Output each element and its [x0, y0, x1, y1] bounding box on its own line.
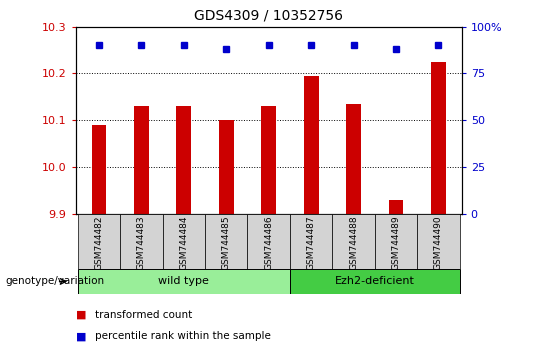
Text: genotype/variation: genotype/variation: [5, 276, 105, 286]
Bar: [219, 120, 234, 214]
Text: ■: ■: [76, 310, 86, 320]
Bar: [261, 106, 276, 214]
Bar: [91, 125, 106, 214]
Text: wild type: wild type: [158, 276, 209, 286]
Bar: [163, 214, 205, 269]
Bar: [303, 76, 319, 214]
Bar: [346, 104, 361, 214]
Text: GSM744482: GSM744482: [94, 216, 104, 270]
Text: GSM744487: GSM744487: [307, 216, 315, 270]
Bar: [205, 214, 247, 269]
Bar: [332, 214, 375, 269]
Bar: [375, 214, 417, 269]
Bar: [78, 269, 290, 294]
Bar: [247, 214, 290, 269]
Bar: [431, 62, 446, 214]
Text: transformed count: transformed count: [94, 310, 192, 320]
Text: GSM744488: GSM744488: [349, 216, 358, 270]
Text: GSM744489: GSM744489: [392, 216, 401, 270]
Bar: [134, 106, 149, 214]
Bar: [78, 214, 120, 269]
Text: Ezh2-deficient: Ezh2-deficient: [335, 276, 415, 286]
Text: percentile rank within the sample: percentile rank within the sample: [94, 331, 271, 341]
Text: GSM744490: GSM744490: [434, 216, 443, 270]
Bar: [417, 214, 460, 269]
Text: ■: ■: [76, 331, 86, 341]
Text: GSM744483: GSM744483: [137, 216, 146, 270]
Bar: [290, 269, 460, 294]
Bar: [388, 200, 403, 214]
Bar: [177, 106, 191, 214]
Bar: [290, 214, 332, 269]
Bar: [120, 214, 163, 269]
Text: GSM744484: GSM744484: [179, 216, 188, 270]
Title: GDS4309 / 10352756: GDS4309 / 10352756: [194, 8, 343, 23]
Text: GSM744485: GSM744485: [222, 216, 231, 270]
Text: GSM744486: GSM744486: [264, 216, 273, 270]
